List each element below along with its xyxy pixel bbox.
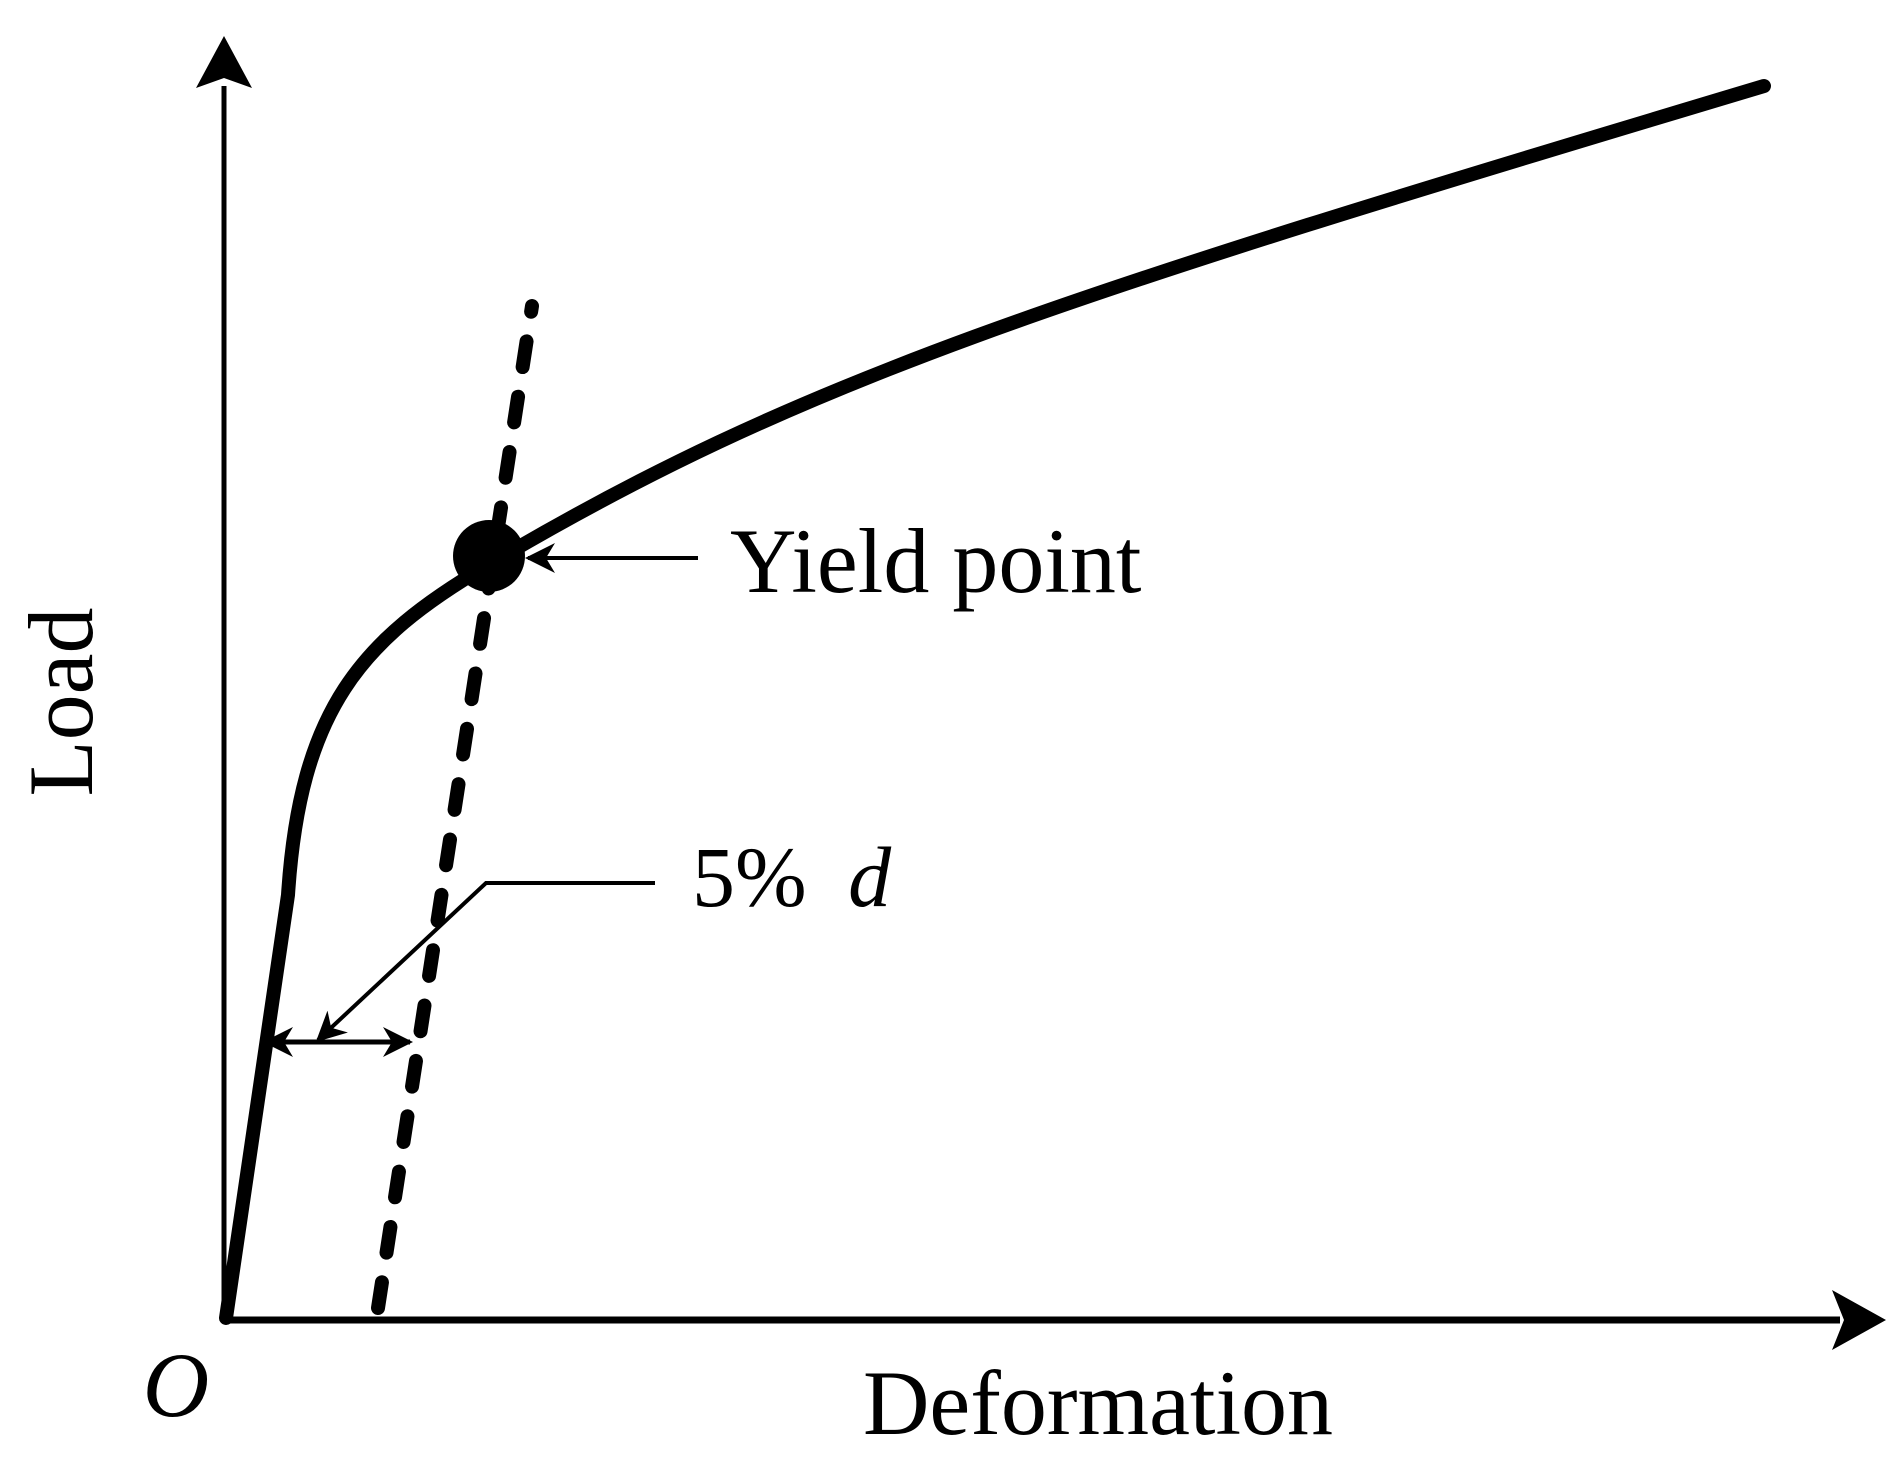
x-axis-label: Deformation <box>863 1352 1333 1454</box>
y-axis-label: Load <box>10 607 112 796</box>
load-deformation-curve <box>219 79 1771 1325</box>
y-axis-arrowhead <box>196 36 252 88</box>
yield-point-marker <box>453 520 525 592</box>
offset-dashed-line <box>371 299 539 1315</box>
origin-label: O <box>143 1334 209 1436</box>
y-axis <box>196 36 252 1320</box>
yield-point-label: Yield point <box>730 510 1142 612</box>
offset-label-leader <box>315 881 655 1043</box>
offset-label: 5% d <box>692 829 892 925</box>
offset-label-symbol: d <box>848 829 892 925</box>
x-axis <box>224 1290 1886 1350</box>
x-axis-arrowhead <box>1832 1290 1886 1350</box>
offset-label-number: 5% <box>692 829 807 925</box>
